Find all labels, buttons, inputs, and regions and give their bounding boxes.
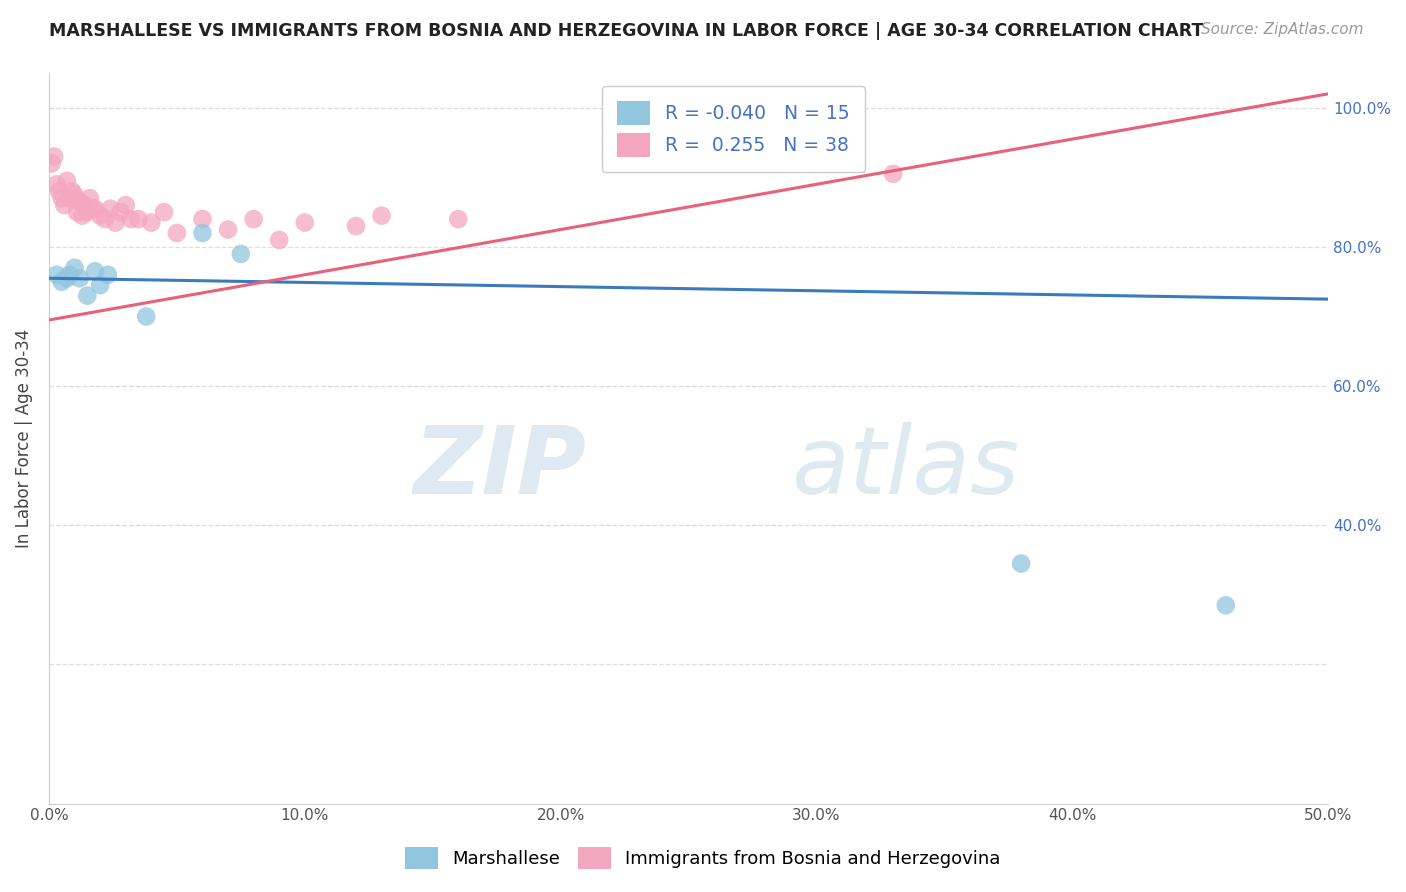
Point [153,205,176,219]
Point [69,194,91,209]
Point [120,212,142,227]
Point [58,268,80,282]
Point [56,174,79,188]
Point [128,212,150,227]
Point [89,209,111,223]
Text: ZIP: ZIP [413,422,586,514]
Point [69,271,91,285]
Point [94,212,117,227]
Point [84,264,107,278]
Point [229,247,252,261]
Point [191,212,214,227]
Point [63,260,86,275]
Point [191,226,214,240]
Point [73,198,96,212]
Point [882,167,904,181]
Point [269,233,291,247]
Point [97,268,120,282]
Point [60,184,83,198]
Y-axis label: In Labor Force | Age 30-34: In Labor Force | Age 30-34 [15,328,32,548]
Point [135,310,157,324]
Point [48,184,70,198]
Point [110,205,132,219]
Point [42,149,65,163]
Point [1215,599,1237,613]
Point [82,202,104,216]
Point [344,219,367,233]
Point [76,205,98,219]
Point [45,178,67,192]
Point [41,156,63,170]
Point [84,202,107,216]
Point [447,212,470,227]
Point [100,202,122,216]
Point [58,191,80,205]
Point [51,191,73,205]
Point [45,268,67,282]
Point [66,205,89,219]
Text: Source: ZipAtlas.com: Source: ZipAtlas.com [1201,22,1364,37]
Point [141,216,163,230]
Point [70,209,93,223]
Point [51,275,73,289]
Point [76,288,98,302]
Point [114,198,136,212]
Point [53,198,76,212]
Point [166,226,188,240]
Point [56,271,79,285]
Point [217,222,239,236]
Legend: R = -0.040   N = 15, R =  0.255   N = 38: R = -0.040 N = 15, R = 0.255 N = 38 [602,86,865,171]
Point [294,216,316,230]
Point [63,187,86,202]
Point [370,209,392,223]
Point [89,278,111,293]
Point [104,216,127,230]
Text: atlas: atlas [792,422,1019,513]
Legend: Marshallese, Immigrants from Bosnia and Herzegovina: Marshallese, Immigrants from Bosnia and … [396,838,1010,879]
Point [1010,557,1032,571]
Text: MARSHALLESE VS IMMIGRANTS FROM BOSNIA AND HERZEGOVINA IN LABOR FORCE | AGE 30-34: MARSHALLESE VS IMMIGRANTS FROM BOSNIA AN… [49,22,1204,40]
Point [242,212,264,227]
Point [79,191,101,205]
